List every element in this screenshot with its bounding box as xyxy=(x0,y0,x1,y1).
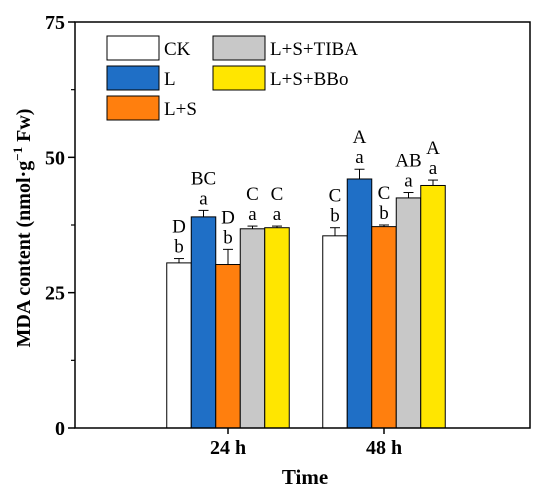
letter-lower: a xyxy=(199,188,208,209)
x-axis-title: Time xyxy=(282,465,328,489)
letter-upper: C xyxy=(329,186,342,207)
bar-l-s-bbo-24h xyxy=(264,227,290,429)
y-tick-label: 75 xyxy=(45,12,65,34)
letter-upper: D xyxy=(221,207,235,228)
bar-ck-24h xyxy=(166,262,192,429)
letter-lower: b xyxy=(330,206,340,227)
letter-lower: a xyxy=(273,204,282,225)
bar-l-s-tiba-48h xyxy=(395,197,422,429)
letter-upper: C xyxy=(378,183,391,204)
letter-upper: AB xyxy=(395,151,421,172)
letter-upper: A xyxy=(426,138,440,159)
legend-swatch-l xyxy=(106,65,160,91)
legend-label-l-s: L+S xyxy=(164,99,197,120)
legend-swatch-l-s-tiba xyxy=(212,35,266,61)
legend-label-l: L xyxy=(164,69,176,90)
y-tick-label: 50 xyxy=(45,147,65,169)
legend-swatch-ck xyxy=(106,35,160,61)
letter-lower: a xyxy=(248,204,257,225)
y-axis-title-suffix: Fw) xyxy=(13,109,35,147)
y-axis-title-main: MDA content (nmol·g xyxy=(13,161,35,348)
legend-label-ck: CK xyxy=(164,39,191,60)
x-tick-label: 24 h xyxy=(210,437,246,459)
letter-upper: BC xyxy=(191,168,216,189)
y-axis-title: MDA content (nmol·g−1 Fw) xyxy=(10,109,35,348)
bar-l-s-bbo-48h xyxy=(420,184,446,429)
legend-swatch-l-s xyxy=(106,95,160,121)
bars-layer xyxy=(166,168,446,429)
letter-lower: b xyxy=(379,203,389,224)
letter-lower: a xyxy=(429,158,438,179)
letter-lower: a xyxy=(404,171,413,192)
letter-upper: C xyxy=(271,184,284,205)
bar-l-s-24h xyxy=(215,264,241,429)
letter-lower: b xyxy=(174,237,184,258)
legend-label-l-s-tiba: L+S+TIBA xyxy=(270,39,358,60)
bar-ck-48h xyxy=(322,235,348,429)
x-tick-label: 48 h xyxy=(366,437,402,459)
legend-swatch-l-s-bbo xyxy=(212,65,266,91)
legend: CK L+S+TIBA L L+S+BBo L+S xyxy=(106,35,358,121)
bar-l-s-tiba-24h xyxy=(239,228,266,429)
letter-upper: C xyxy=(246,184,259,205)
y-tick-label: 25 xyxy=(45,283,65,305)
letter-upper: A xyxy=(353,127,367,148)
legend-label-l-s-bbo: L+S+BBo xyxy=(270,69,348,90)
y-tick-label: 0 xyxy=(55,418,65,440)
letter-upper: D xyxy=(172,217,186,238)
bar-l-24h xyxy=(190,216,217,429)
bar-l-s-48h xyxy=(371,226,397,429)
axes: 0 25 50 75 24 h 48 h xyxy=(45,12,531,459)
y-axis-title-sup: −1 xyxy=(10,147,25,161)
letter-lower: a xyxy=(355,147,364,168)
letter-lower: b xyxy=(223,227,233,248)
bar-l-48h xyxy=(346,178,373,429)
